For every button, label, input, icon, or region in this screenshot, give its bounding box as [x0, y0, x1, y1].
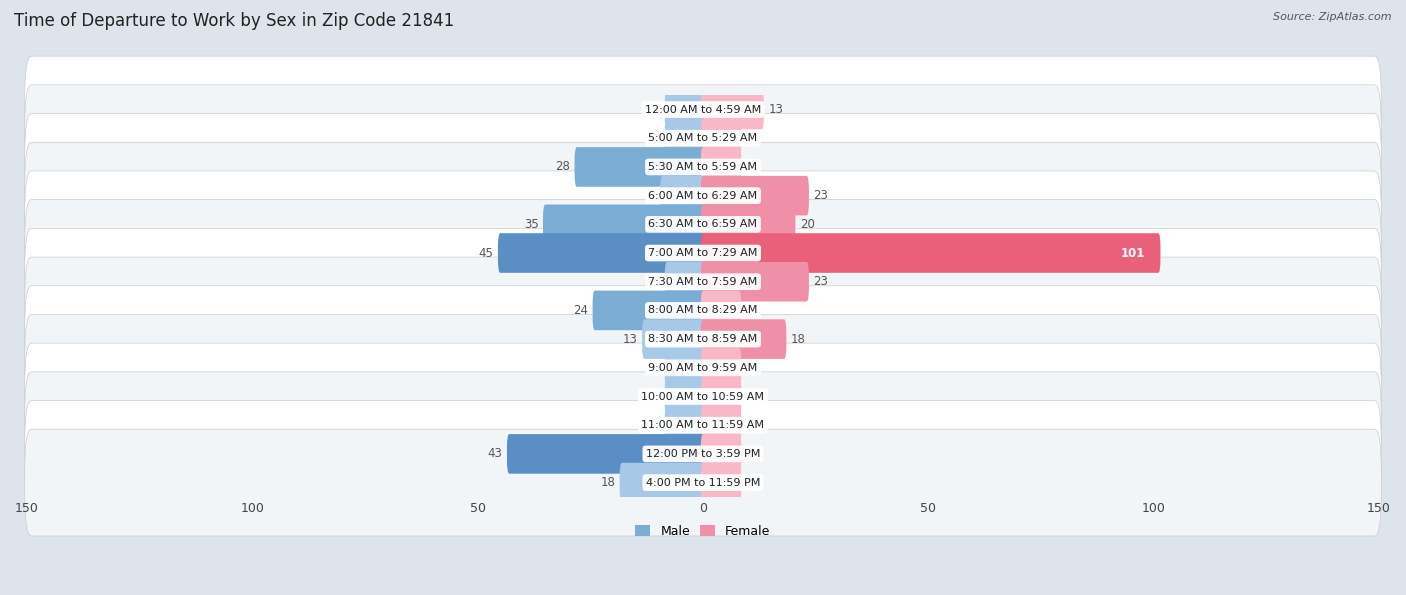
FancyBboxPatch shape — [25, 343, 1381, 450]
FancyBboxPatch shape — [700, 176, 808, 215]
FancyBboxPatch shape — [700, 377, 741, 416]
Text: 0: 0 — [652, 419, 661, 432]
FancyBboxPatch shape — [665, 405, 706, 445]
Text: 5:30 AM to 5:59 AM: 5:30 AM to 5:59 AM — [648, 162, 758, 172]
Text: 23: 23 — [814, 189, 828, 202]
FancyBboxPatch shape — [700, 262, 808, 302]
Text: 13: 13 — [623, 333, 638, 346]
FancyBboxPatch shape — [700, 205, 796, 244]
FancyBboxPatch shape — [25, 200, 1381, 306]
FancyBboxPatch shape — [25, 372, 1381, 478]
FancyBboxPatch shape — [665, 377, 706, 416]
Text: 9: 9 — [648, 189, 655, 202]
FancyBboxPatch shape — [620, 463, 706, 502]
Text: 11:00 AM to 11:59 AM: 11:00 AM to 11:59 AM — [641, 420, 765, 430]
FancyBboxPatch shape — [25, 171, 1381, 278]
Text: 0: 0 — [745, 447, 754, 461]
Text: 9:00 AM to 9:59 AM: 9:00 AM to 9:59 AM — [648, 363, 758, 373]
Text: 8: 8 — [745, 304, 754, 317]
FancyBboxPatch shape — [661, 176, 706, 215]
FancyBboxPatch shape — [25, 286, 1381, 393]
Text: 12:00 PM to 3:59 PM: 12:00 PM to 3:59 PM — [645, 449, 761, 459]
Text: 7: 7 — [652, 103, 661, 116]
Text: Source: ZipAtlas.com: Source: ZipAtlas.com — [1274, 12, 1392, 22]
FancyBboxPatch shape — [665, 348, 706, 387]
Text: 28: 28 — [555, 161, 569, 174]
Text: 5:00 AM to 5:29 AM: 5:00 AM to 5:29 AM — [648, 133, 758, 143]
FancyBboxPatch shape — [25, 114, 1381, 220]
FancyBboxPatch shape — [700, 233, 1160, 273]
Text: 8:30 AM to 8:59 AM: 8:30 AM to 8:59 AM — [648, 334, 758, 344]
Text: 18: 18 — [600, 476, 614, 489]
Text: 0: 0 — [745, 161, 754, 174]
FancyBboxPatch shape — [543, 205, 706, 244]
Text: 13: 13 — [768, 103, 783, 116]
Text: 0: 0 — [745, 131, 754, 145]
FancyBboxPatch shape — [25, 85, 1381, 192]
Text: 101: 101 — [1121, 246, 1144, 259]
Text: 12:00 AM to 4:59 AM: 12:00 AM to 4:59 AM — [645, 105, 761, 115]
FancyBboxPatch shape — [25, 400, 1381, 508]
Text: Time of Departure to Work by Sex in Zip Code 21841: Time of Departure to Work by Sex in Zip … — [14, 12, 454, 30]
FancyBboxPatch shape — [25, 56, 1381, 163]
FancyBboxPatch shape — [508, 434, 706, 474]
Text: 0: 0 — [745, 361, 754, 374]
Legend: Male, Female: Male, Female — [630, 520, 776, 543]
Text: 6:30 AM to 6:59 AM: 6:30 AM to 6:59 AM — [648, 220, 758, 229]
FancyBboxPatch shape — [25, 142, 1381, 249]
FancyBboxPatch shape — [25, 314, 1381, 421]
Text: 6:00 AM to 6:29 AM: 6:00 AM to 6:29 AM — [648, 190, 758, 201]
FancyBboxPatch shape — [700, 348, 741, 387]
Text: 24: 24 — [574, 304, 588, 317]
FancyBboxPatch shape — [575, 147, 706, 187]
Text: 18: 18 — [792, 333, 806, 346]
FancyBboxPatch shape — [700, 290, 741, 330]
FancyBboxPatch shape — [25, 257, 1381, 364]
FancyBboxPatch shape — [700, 320, 786, 359]
Text: 7:30 AM to 7:59 AM: 7:30 AM to 7:59 AM — [648, 277, 758, 287]
FancyBboxPatch shape — [25, 228, 1381, 335]
Text: 0: 0 — [652, 361, 661, 374]
FancyBboxPatch shape — [498, 233, 706, 273]
FancyBboxPatch shape — [643, 320, 706, 359]
Text: 23: 23 — [814, 275, 828, 288]
Text: 20: 20 — [800, 218, 815, 231]
FancyBboxPatch shape — [700, 90, 763, 129]
Text: 7: 7 — [652, 275, 661, 288]
Text: 35: 35 — [524, 218, 538, 231]
FancyBboxPatch shape — [665, 118, 706, 158]
Text: 45: 45 — [478, 246, 494, 259]
Text: 7:00 AM to 7:29 AM: 7:00 AM to 7:29 AM — [648, 248, 758, 258]
Text: 0: 0 — [745, 419, 754, 432]
FancyBboxPatch shape — [700, 147, 741, 187]
FancyBboxPatch shape — [592, 290, 706, 330]
FancyBboxPatch shape — [700, 434, 741, 474]
FancyBboxPatch shape — [25, 429, 1381, 536]
Text: 10:00 AM to 10:59 AM: 10:00 AM to 10:59 AM — [641, 392, 765, 402]
Text: 43: 43 — [488, 447, 502, 461]
Text: 8:00 AM to 8:29 AM: 8:00 AM to 8:29 AM — [648, 305, 758, 315]
Text: 4:00 PM to 11:59 PM: 4:00 PM to 11:59 PM — [645, 478, 761, 487]
FancyBboxPatch shape — [665, 90, 706, 129]
FancyBboxPatch shape — [665, 262, 706, 302]
Text: 0: 0 — [745, 390, 754, 403]
Text: 0: 0 — [745, 476, 754, 489]
Text: 0: 0 — [652, 131, 661, 145]
Text: 0: 0 — [652, 390, 661, 403]
FancyBboxPatch shape — [700, 118, 741, 158]
FancyBboxPatch shape — [700, 463, 741, 502]
FancyBboxPatch shape — [700, 405, 741, 445]
